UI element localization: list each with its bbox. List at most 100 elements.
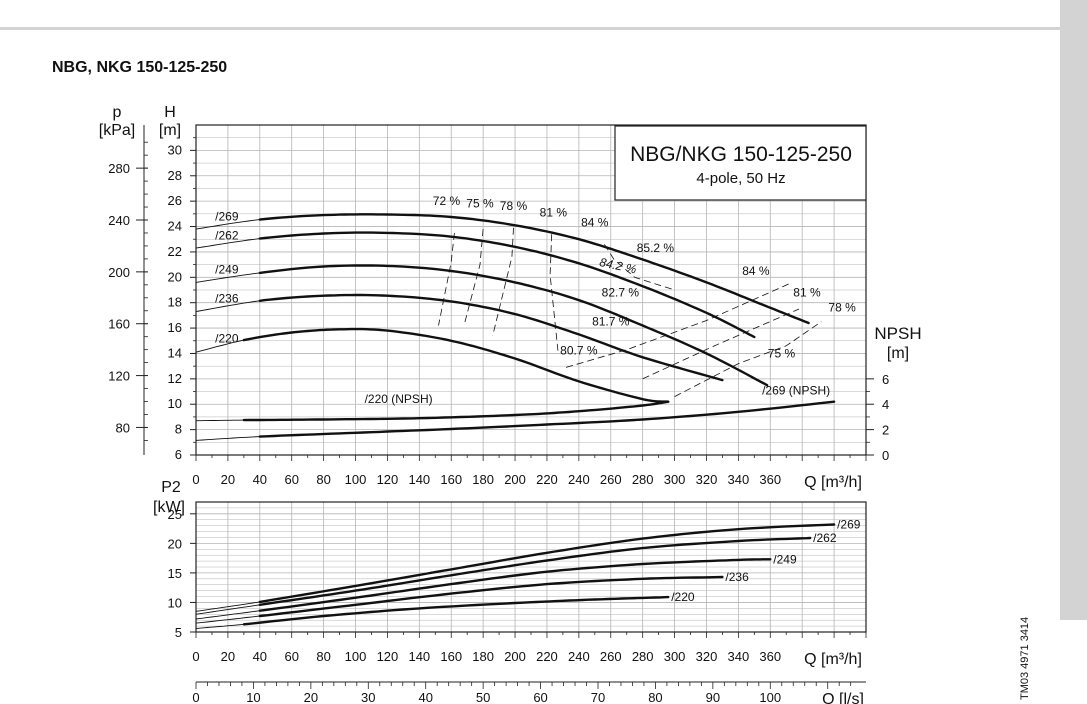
- lps-axis-tick-label: 70: [591, 690, 605, 704]
- head-y-tick-label: 18: [168, 295, 182, 310]
- efficiency-label: 72 %: [433, 194, 461, 208]
- efficiency-label: 78 %: [828, 301, 856, 315]
- head-y-tick-label: 16: [168, 320, 182, 335]
- power-x-tick-label: 220: [536, 649, 558, 664]
- power-x-tick-label: 80: [316, 649, 330, 664]
- head-curve-269-label: /269: [215, 209, 239, 223]
- power-curve-236-label: /236: [725, 570, 749, 584]
- power-x-axis-label: Q [m³/h]: [804, 651, 862, 668]
- head-y-tick-label: 28: [168, 168, 182, 183]
- efficiency-label: 75 %: [768, 346, 796, 360]
- power-x-tick-label: 0: [192, 649, 199, 664]
- head-curve-220: [242, 327, 670, 403]
- power-x-tick-label: 40: [253, 649, 267, 664]
- efficiency-label: 75 %: [466, 197, 494, 211]
- head-x-tick-label: 60: [284, 472, 298, 487]
- side-bar: [1060, 0, 1087, 620]
- power-x-tick-label: 340: [728, 649, 750, 664]
- power-x-tick-label: 360: [759, 649, 781, 664]
- npsh-axis-tick-label: 6: [882, 372, 889, 387]
- power-x-tick-label: 240: [568, 649, 590, 664]
- efficiency-iso-line: [642, 308, 800, 380]
- head-x-tick-label: 160: [440, 472, 462, 487]
- head-y-tick-label: 30: [168, 142, 182, 157]
- top-rule: [0, 27, 1060, 30]
- npsh-axis-tick-label: 0: [882, 448, 889, 463]
- efficiency-iso-line: [604, 244, 675, 291]
- lps-axis-tick-label: 0: [192, 690, 199, 704]
- head-curve-249: [258, 264, 769, 387]
- power-curve-262-extension: [195, 604, 260, 615]
- npsh-axis-tick-label: 4: [882, 397, 889, 412]
- efficiency-label: 81.7 %: [592, 315, 630, 329]
- p-axis-tick-label: 120: [108, 369, 130, 384]
- head-x-tick-label: 220: [536, 472, 558, 487]
- p-axis-tick-label: 80: [116, 420, 130, 435]
- head-x-tick-label: 340: [728, 472, 750, 487]
- power-x-tick-label: 140: [408, 649, 430, 664]
- power-x-tick-label: 320: [696, 649, 718, 664]
- head-y-axis-unit: [m]: [159, 122, 181, 139]
- head-x-tick-label: 120: [377, 472, 399, 487]
- head-y-tick-label: 24: [168, 219, 182, 234]
- efficiency-iso-line: [674, 321, 822, 397]
- lps-axis-tick-label: 80: [648, 690, 662, 704]
- head-y-tick-label: 14: [168, 345, 182, 360]
- head-curve-262: [258, 231, 756, 339]
- power-curve-249-extension: [195, 610, 260, 620]
- page-title: NBG, NKG 150-125-250: [52, 59, 228, 76]
- power-curve-220-extension: [195, 623, 244, 629]
- p-axis-tick-label: 280: [108, 161, 130, 176]
- power-y-tick-label: 15: [168, 566, 182, 581]
- head-x-tick-label: 140: [408, 472, 430, 487]
- lps-axis-tick-label: 60: [533, 690, 547, 704]
- head-y-tick-label: 6: [175, 447, 182, 462]
- power-curve-220-label: /220: [671, 590, 695, 604]
- efficiency-label: 82.7 %: [602, 285, 640, 299]
- head-curve-269-npsh: [258, 400, 836, 438]
- head-x-tick-label: 40: [253, 472, 267, 487]
- efficiency-label: 80.7 %: [560, 344, 598, 358]
- power-curve-249-label: /249: [773, 552, 797, 566]
- power-curve-236-extension: [195, 615, 260, 624]
- efficiency-iso-line: [438, 232, 455, 326]
- p-axis-label: p: [113, 104, 122, 121]
- power-x-tick-label: 100: [345, 649, 367, 664]
- head-x-tick-label: 100: [345, 472, 367, 487]
- lps-axis-label: Q [l/s]: [822, 691, 864, 704]
- power-y-tick-label: 5: [175, 625, 182, 640]
- chart-title-box: [614, 125, 867, 201]
- head-curve-269-extension: [195, 219, 260, 230]
- efficiency-label: 84.2 %: [598, 255, 638, 277]
- head-y-tick-label: 26: [168, 193, 182, 208]
- head-curve-236-label: /236: [215, 291, 239, 305]
- lps-axis-tick-label: 40: [418, 690, 432, 704]
- power-x-tick-label: 120: [377, 649, 399, 664]
- head-y-tick-label: 10: [168, 396, 182, 411]
- npsh-axis-unit: [m]: [887, 345, 909, 362]
- power-y-axis-unit: [kW]: [153, 499, 185, 516]
- head-curve-269: [258, 213, 810, 325]
- p-axis-tick-label: 240: [108, 213, 130, 228]
- npsh-axis-tick-label: 2: [882, 423, 889, 438]
- head-x-tick-label: 200: [504, 472, 526, 487]
- power-y-axis-label: P2: [161, 479, 181, 496]
- head-x-tick-label: 260: [600, 472, 622, 487]
- lps-axis-tick-label: 10: [246, 690, 260, 704]
- power-curve-249: [258, 558, 772, 612]
- head-x-tick-label: 280: [632, 472, 654, 487]
- head-curve-249-label: /249: [215, 263, 239, 277]
- efficiency-label: 85.2 %: [637, 241, 675, 255]
- head-curve-236-extension: [195, 300, 260, 313]
- power-curve-220: [242, 595, 670, 626]
- chart-subtitle: 4-pole, 50 Hz: [696, 170, 785, 187]
- power-curve-269: [258, 523, 836, 604]
- power-x-tick-label: 200: [504, 649, 526, 664]
- lps-axis-tick-label: 20: [304, 690, 318, 704]
- head-curve-220-extension: [195, 339, 244, 353]
- head-curve-269-npsh-label: /269 (NPSH): [762, 384, 830, 398]
- head-x-tick-label: 320: [696, 472, 718, 487]
- head-x-tick-label: 80: [316, 472, 330, 487]
- power-x-tick-label: 180: [472, 649, 494, 664]
